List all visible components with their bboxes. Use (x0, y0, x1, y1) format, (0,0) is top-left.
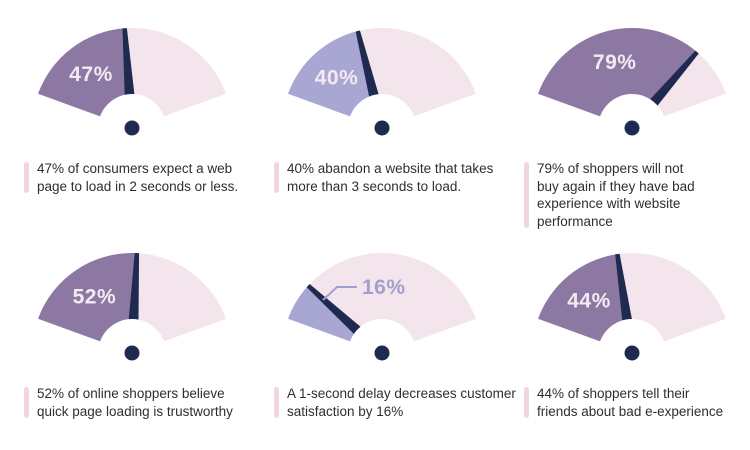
caption-text: 52% of online shoppers believe quick pag… (37, 386, 233, 419)
gauge-pivot-dot (124, 345, 140, 361)
gauge-needle (122, 28, 137, 111)
gauge-chart: 44% (538, 252, 726, 380)
gauge-needle (615, 253, 635, 336)
caption-text: 44% of shoppers tell their friends about… (537, 386, 724, 419)
gauge-value-label: 16% (362, 276, 406, 299)
gauge-value-label: 47% (69, 63, 113, 86)
gauge-chart: 47% (38, 27, 226, 155)
gauge-chart: 79% (538, 27, 726, 155)
caption-accent-bar (274, 387, 279, 418)
caption: A 1-second delay decreases customer sati… (274, 385, 516, 420)
caption-accent-bar (524, 162, 529, 228)
caption-text: 40% abandon a website that takes more th… (287, 161, 494, 194)
gauge-card: 16% A 1-second delay decreases customer … (250, 225, 516, 450)
gauge-pivot-dot (624, 120, 640, 136)
gauge-card: 44% 44% of shoppers tell their friends a… (500, 225, 750, 450)
gauge-pivot-dot (374, 345, 390, 361)
gauge-needle (127, 253, 140, 336)
gauge-pivot-dot (124, 120, 140, 136)
gauge-card: 47% 47% of consumers expect a web page t… (0, 0, 250, 225)
caption-accent-bar (524, 387, 529, 418)
caption: 79% of shoppers will not buy again if th… (524, 160, 750, 230)
caption: 44% of shoppers tell their friends about… (524, 385, 750, 420)
gauge-fill (38, 28, 132, 128)
caption: 47% of consumers expect a web page to lo… (24, 160, 250, 195)
gauge-chart: 52% (38, 252, 226, 380)
gauge-pivot-dot (374, 120, 390, 136)
gauge-needle (639, 50, 699, 118)
gauge-card: 79% 79% of shoppers will not buy again i… (500, 0, 750, 229)
gauge-value-label: 44% (567, 289, 611, 312)
caption-text: A 1-second delay decreases customer sati… (287, 386, 516, 419)
gauge-value-label: 40% (315, 67, 359, 90)
gauge-value-label: 79% (593, 51, 637, 74)
gauge-chart: 16% (288, 252, 476, 380)
caption-accent-bar (274, 162, 279, 193)
caption: 40% abandon a website that takes more th… (274, 160, 500, 195)
gauge-needle (355, 30, 383, 112)
gauge-fill (538, 27, 698, 129)
gauge-card: 52% 52% of online shoppers believe quick… (0, 225, 250, 450)
gauge-value-label: 52% (73, 285, 117, 308)
gauge-fill (538, 254, 632, 353)
caption-text: 47% of consumers expect a web page to lo… (37, 161, 239, 194)
caption-text: 79% of shoppers will not buy again if th… (537, 161, 695, 229)
caption-accent-bar (24, 387, 29, 418)
caption-accent-bar (24, 162, 29, 193)
gauge-pivot-dot (624, 345, 640, 361)
callout-line (322, 286, 357, 301)
caption: 52% of online shoppers believe quick pag… (24, 385, 250, 420)
gauge-card: 40% 40% abandon a website that takes mor… (250, 0, 500, 225)
gauge-chart: 40% (288, 27, 476, 155)
